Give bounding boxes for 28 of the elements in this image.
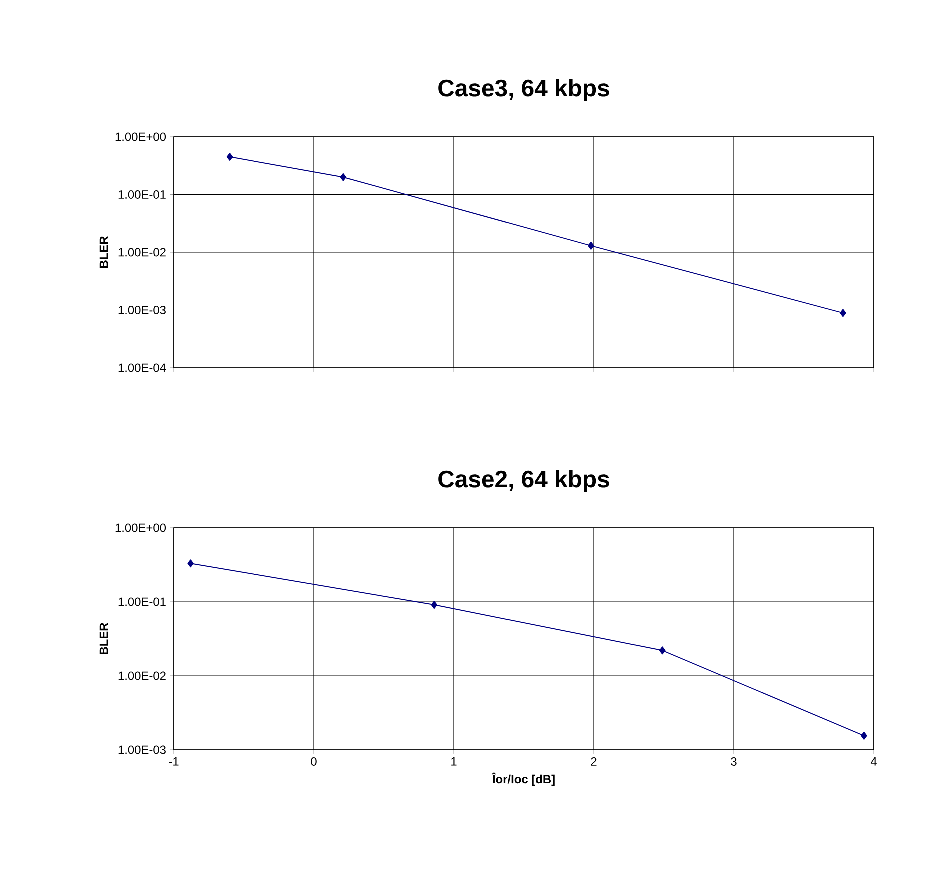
- y-tick-label: 1.00E-03: [118, 746, 166, 754]
- y-tick-label: 1.00E-01: [118, 190, 166, 199]
- x-axis-title: Îor/Ioc [dB]: [492, 772, 555, 786]
- chart-title: Case3, 64 kbps: [438, 79, 610, 102]
- y-tick-label: 1.00E-02: [118, 672, 166, 680]
- y-tick-label: 1.00E-04: [118, 364, 166, 372]
- y-axis-title: BLER: [100, 236, 108, 268]
- x-tick-label: 2: [591, 758, 597, 766]
- y-tick-label: 1.00E-02: [118, 248, 166, 257]
- point: [840, 309, 846, 318]
- y-tick-label: 1.00E+00: [116, 524, 166, 532]
- y-axis-title: BLER: [100, 622, 108, 654]
- y-tick-label: 1.00E+00: [116, 132, 166, 142]
- x-tick-label: -1: [169, 758, 179, 766]
- x-tick-label: 1: [452, 758, 457, 766]
- point: [861, 732, 868, 740]
- point: [226, 153, 234, 162]
- y-tick-label: 1.00E-03: [118, 306, 166, 314]
- x-tick-label: 4: [870, 758, 877, 766]
- point: [659, 646, 666, 655]
- point: [431, 601, 438, 610]
- point: [188, 560, 194, 568]
- point: [588, 242, 594, 250]
- y-tick-label: 1.00E-01: [118, 598, 166, 606]
- chart-title: Case2, 64 kbps: [438, 470, 610, 493]
- x-tick-label: 0: [311, 758, 317, 766]
- x-tick-label: 3: [731, 758, 737, 766]
- point: [340, 173, 347, 182]
